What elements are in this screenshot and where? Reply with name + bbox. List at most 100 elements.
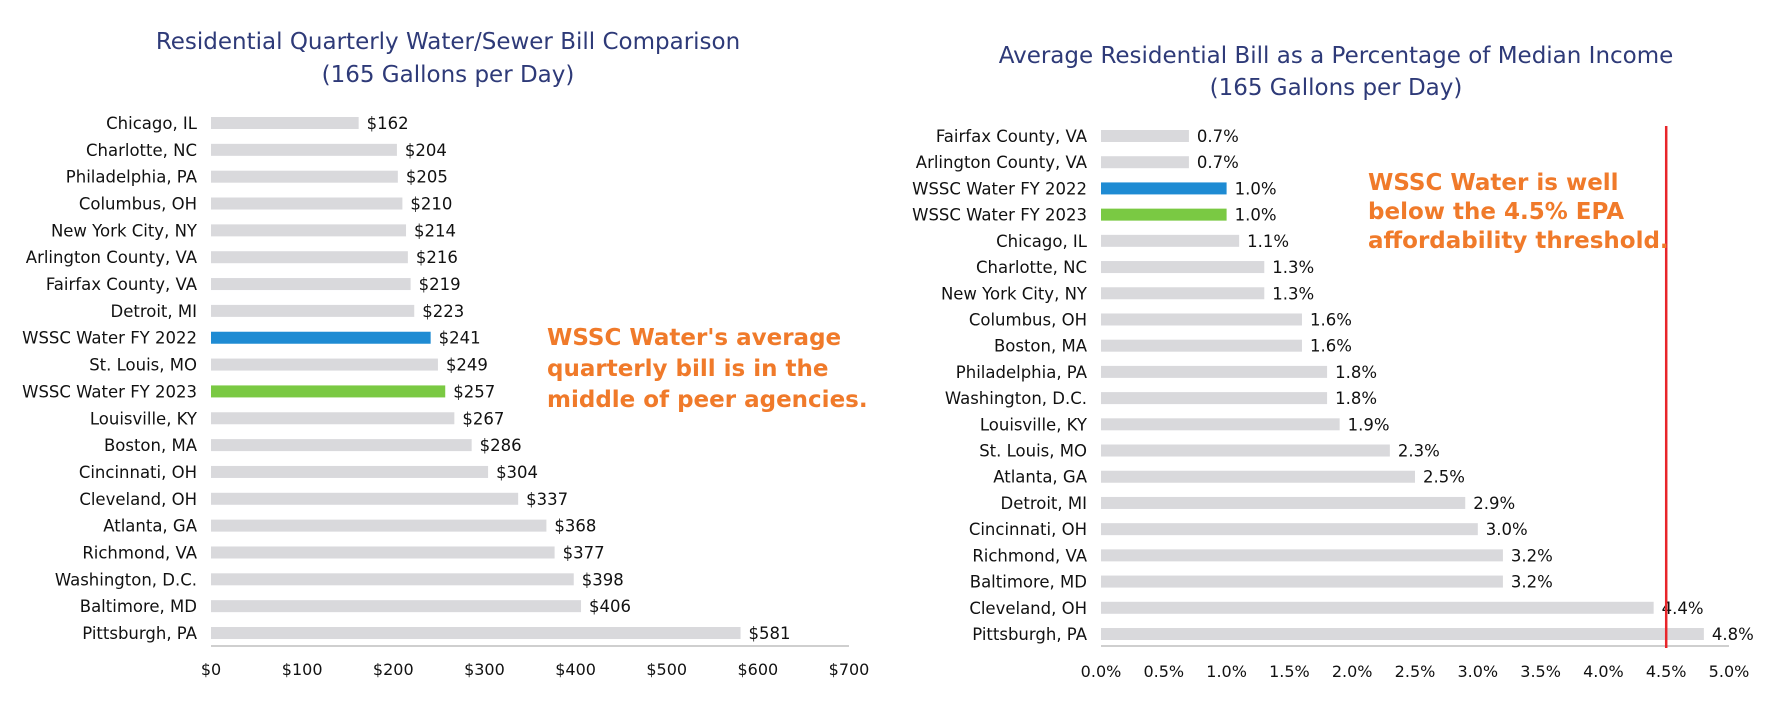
value-label-cincinnati-oh: $304 — [496, 463, 538, 482]
value-label-philadelphia-pa: $205 — [406, 168, 448, 187]
bar-richmond-va — [1101, 549, 1503, 562]
x-tick-label: $0 — [201, 660, 221, 679]
bar-new-york-city-ny — [1101, 287, 1265, 300]
value-label-arlington-county-va: 0.7% — [1197, 153, 1239, 172]
annotation-line: middle of peer agencies. — [547, 387, 868, 413]
category-label-louisville-ky: Louisville, KY — [980, 415, 1088, 434]
category-label-st-louis-mo: St. Louis, MO — [89, 356, 197, 375]
bar-fairfax-county-va — [1101, 130, 1189, 142]
category-label-richmond-va: Richmond, VA — [82, 543, 197, 562]
bar-pittsburgh-pa — [1101, 628, 1704, 640]
x-tick-label: 3.0% — [1457, 662, 1498, 681]
category-label-arlington-county-va: Arlington County, VA — [26, 248, 198, 267]
x-tick-label: $500 — [646, 660, 687, 679]
bar-chicago-il — [211, 117, 359, 129]
bar-st-louis-mo — [211, 358, 438, 371]
annotation-line: WSSC Water is well — [1368, 170, 1619, 196]
bar-cincinnati-oh — [211, 465, 489, 478]
chart-title: Average Residential Bill as a Percentage… — [999, 43, 1674, 69]
category-label-washington-d-c: Washington, D.C. — [945, 389, 1087, 408]
bar-baltimore-md — [1101, 575, 1503, 588]
x-tick-label: 1.5% — [1269, 662, 1310, 681]
category-label-baltimore-md: Baltimore, MD — [80, 597, 197, 616]
value-label-atlanta-ga: 2.5% — [1423, 468, 1465, 487]
annotation-line: affordability threshold. — [1368, 228, 1669, 254]
category-label-fairfax-county-va: Fairfax County, VA — [936, 127, 1088, 146]
bar-columbus-oh — [211, 197, 403, 210]
bar-washington-d-c — [211, 573, 574, 586]
x-tick-label: 0.0% — [1081, 662, 1122, 681]
annotation: WSSC Water's average quarterly bill is in… — [547, 325, 868, 413]
bar-wssc-water-fy-2023 — [211, 385, 446, 398]
category-label-arlington-county-va: Arlington County, VA — [916, 153, 1088, 172]
category-label-washington-d-c: Washington, D.C. — [55, 570, 197, 589]
bar-philadelphia-pa — [211, 170, 398, 183]
bar-richmond-va — [211, 546, 555, 559]
category-label-wssc-water-fy-2023: WSSC Water FY 2023 — [912, 206, 1087, 225]
category-label-chicago-il: Chicago, IL — [106, 114, 198, 133]
category-label-richmond-va: Richmond, VA — [972, 546, 1087, 565]
value-label-richmond-va: $377 — [563, 543, 605, 562]
bar-wssc-water-fy-2023 — [1101, 208, 1227, 221]
category-label-new-york-city-ny: New York City, NY — [941, 284, 1088, 303]
value-label-charlotte-nc: $204 — [405, 141, 447, 160]
x-tick-label: $700 — [829, 660, 870, 679]
category-label-louisville-ky: Louisville, KY — [90, 409, 198, 428]
category-label-detroit-mi: Detroit, MI — [1001, 494, 1088, 513]
value-label-baltimore-md: $406 — [589, 597, 631, 616]
category-label-st-louis-mo: St. Louis, MO — [979, 442, 1087, 461]
chart-title: Residential Quarterly Water/Sewer Bill C… — [156, 29, 740, 55]
x-tick-label: 0.5% — [1143, 662, 1184, 681]
value-label-baltimore-md: 3.2% — [1511, 573, 1553, 592]
category-label-cleveland-oh: Cleveland, OH — [969, 599, 1087, 618]
bar-new-york-city-ny — [211, 224, 407, 237]
value-label-pittsburgh-pa: $581 — [749, 624, 791, 643]
category-label-charlotte-nc: Charlotte, NC — [976, 258, 1087, 277]
value-label-atlanta-ga: $368 — [554, 517, 596, 536]
category-label-philadelphia-pa: Philadelphia, PA — [66, 168, 198, 187]
plot-area: Fairfax County, VA 0.7% Arlington County, … — [912, 126, 1754, 681]
value-label-st-louis-mo: $249 — [446, 356, 488, 375]
category-label-new-york-city-ny: New York City, NY — [51, 221, 198, 240]
value-label-new-york-city-ny: 1.3% — [1272, 284, 1314, 303]
income-percentage-chart: Average Residential Bill as a Percentage… — [880, 0, 1766, 715]
chart-subtitle: (165 Gallons per Day) — [322, 62, 575, 88]
bar-chicago-il — [1101, 234, 1240, 247]
bar-philadelphia-pa — [1101, 365, 1328, 378]
x-tick-label: 2.5% — [1395, 662, 1436, 681]
value-label-boston-ma: $286 — [480, 436, 522, 455]
x-tick-label: 4.0% — [1583, 662, 1624, 681]
x-tick-label: 4.5% — [1646, 662, 1687, 681]
x-tick-label: $300 — [464, 660, 505, 679]
value-label-chicago-il: 1.1% — [1247, 232, 1289, 251]
value-label-columbus-oh: $210 — [410, 195, 452, 214]
x-tick-label: 5.0% — [1709, 662, 1750, 681]
quarterly-bill-chart: Residential Quarterly Water/Sewer Bill C… — [0, 0, 880, 715]
category-label-wssc-water-fy-2022: WSSC Water FY 2022 — [22, 329, 197, 348]
value-label-wssc-water-fy-2023: 1.0% — [1235, 206, 1277, 225]
value-label-fairfax-county-va: $219 — [419, 275, 461, 294]
value-label-detroit-mi: $223 — [422, 302, 464, 321]
annotation-line: WSSC Water's average — [547, 325, 841, 351]
value-label-wssc-water-fy-2023: $257 — [453, 382, 495, 401]
category-label-baltimore-md: Baltimore, MD — [970, 573, 1087, 592]
value-label-boston-ma: 1.6% — [1310, 337, 1352, 356]
bar-atlanta-ga — [211, 519, 547, 532]
x-tick-label: $100 — [282, 660, 323, 679]
category-label-cincinnati-oh: Cincinnati, OH — [969, 520, 1087, 539]
category-label-columbus-oh: Columbus, OH — [969, 310, 1087, 329]
bar-charlotte-nc — [211, 143, 397, 156]
bar-cleveland-oh — [1101, 601, 1654, 614]
bar-charlotte-nc — [1101, 261, 1265, 274]
value-label-cleveland-oh: $337 — [526, 490, 568, 509]
category-label-columbus-oh: Columbus, OH — [79, 195, 197, 214]
annotation: WSSC Water is well below the 4.5% EPA affo… — [1368, 170, 1669, 254]
bar-wssc-water-fy-2022 — [211, 331, 431, 344]
value-label-louisville-ky: $267 — [462, 409, 504, 428]
category-label-charlotte-nc: Charlotte, NC — [86, 141, 197, 160]
category-label-wssc-water-fy-2022: WSSC Water FY 2022 — [912, 179, 1087, 198]
value-label-cincinnati-oh: 3.0% — [1486, 520, 1528, 539]
x-tick-label: 1.0% — [1206, 662, 1247, 681]
bar-columbus-oh — [1101, 313, 1302, 326]
category-label-atlanta-ga: Atlanta, GA — [103, 517, 197, 536]
